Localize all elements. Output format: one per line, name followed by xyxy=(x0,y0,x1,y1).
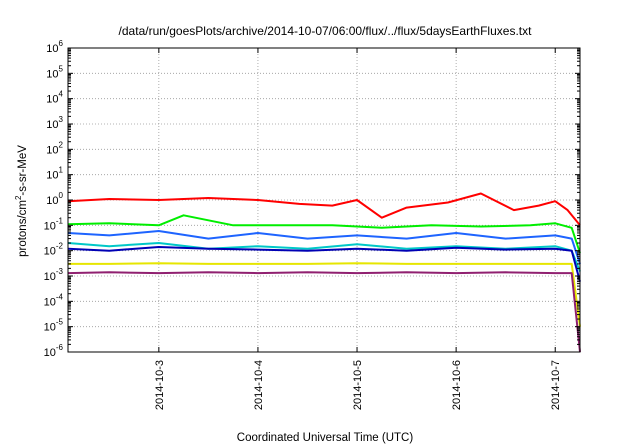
x-tick-label: 2014-10-5 xyxy=(352,360,364,410)
series-line-1 xyxy=(67,192,581,226)
y-tick-label: 10-3 xyxy=(44,267,64,283)
y-tick-label: 103 xyxy=(46,115,63,131)
y-tick-label-base: 10 xyxy=(44,296,56,308)
y-tick-label-base: 10 xyxy=(44,246,56,258)
y-tick-label-base: 10 xyxy=(44,271,56,283)
chart-title: /data/run/goesPlots/archive/2014-10-07/0… xyxy=(119,24,533,38)
y-tick-label-base: 10 xyxy=(46,94,58,106)
x-axis: 2014-10-3 2014-10-4 2014-10-5 2014-10-6 2014… xyxy=(154,48,562,410)
x-tick-label: 2014-10-4 xyxy=(253,360,265,410)
y-tick-label-exp: 3 xyxy=(59,115,64,124)
y-tick-label-base: 10 xyxy=(46,170,58,182)
series-line-4 xyxy=(67,242,581,272)
y-tick-label-base: 10 xyxy=(46,43,58,55)
series-line-5 xyxy=(67,246,581,282)
y-tick-label-exp: -1 xyxy=(56,216,64,225)
x-tick-label: 2014-10-6 xyxy=(451,360,463,410)
y-tick-label-exp: -3 xyxy=(56,267,64,276)
y-tick-label-exp: -5 xyxy=(56,318,64,327)
y-axis-label-rest: -s-sr-MeV xyxy=(17,145,29,196)
y-tick-label-base: 10 xyxy=(46,144,58,156)
y-tick-label: 106 xyxy=(46,39,63,55)
series-lines xyxy=(67,192,581,353)
y-tick-label: 102 xyxy=(46,140,63,156)
y-tick-label: 104 xyxy=(46,90,63,106)
y-tick-label-exp: 2 xyxy=(59,140,64,149)
y-tick-label: 10-4 xyxy=(44,292,64,308)
y-axis: 10-610-510-410-310-210-11001011021031041… xyxy=(44,39,580,359)
y-axis-label-sup: 2 xyxy=(14,195,23,200)
y-tick-label: 100 xyxy=(46,191,63,207)
y-tick-label-base: 10 xyxy=(44,220,56,232)
y-tick-label-exp: -4 xyxy=(56,292,64,301)
y-tick-label-exp: -2 xyxy=(56,242,64,251)
series-line-7 xyxy=(67,271,581,353)
y-tick-label-exp: -6 xyxy=(56,343,64,352)
y-tick-label-exp: 5 xyxy=(59,64,64,73)
y-axis-label: protons/cm2-s-sr-MeV xyxy=(14,145,29,257)
y-tick-label-base: 10 xyxy=(44,347,56,359)
x-tick-label: 2014-10-3 xyxy=(154,360,166,410)
y-tick-label: 10-1 xyxy=(44,216,64,232)
series-line-3 xyxy=(67,230,581,265)
series-line-2 xyxy=(67,214,581,254)
y-tick-label: 10-5 xyxy=(44,318,64,334)
y-tick-label-exp: 4 xyxy=(59,90,64,99)
y-tick-label-base: 10 xyxy=(46,195,58,207)
y-tick-label-base: 10 xyxy=(46,119,58,131)
y-tick-label: 105 xyxy=(46,64,63,80)
y-tick-label-exp: 6 xyxy=(59,39,64,48)
x-axis-label: Coordinated Universal Time (UTC) xyxy=(237,432,414,444)
y-axis-label-base: protons/cm xyxy=(17,200,29,257)
x-tick-label: 2014-10-7 xyxy=(550,360,562,410)
series-line-6 xyxy=(68,262,581,327)
y-tick-label-base: 10 xyxy=(44,322,56,334)
y-tick-label: 101 xyxy=(46,166,63,182)
y-tick-label-base: 10 xyxy=(46,68,58,80)
y-tick-label: 10-6 xyxy=(44,343,64,359)
y-tick-label: 10-2 xyxy=(44,242,64,258)
y-tick-label-exp: 0 xyxy=(59,191,64,200)
y-tick-label-exp: 1 xyxy=(59,166,64,175)
